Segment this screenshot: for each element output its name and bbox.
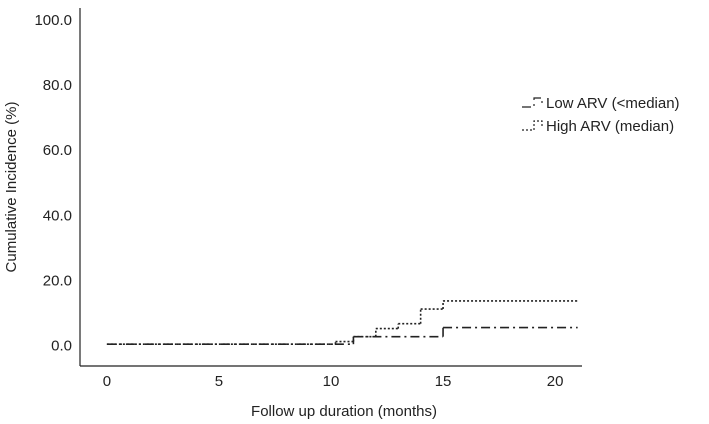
x-tick-label: 0 xyxy=(103,373,111,390)
legend-label: High ARV (median) xyxy=(546,118,674,135)
y-tick-label: 40.0 xyxy=(43,207,72,224)
x-tick-label: 15 xyxy=(435,373,452,390)
y-tick-label: 80.0 xyxy=(43,77,72,94)
legend-symbol xyxy=(522,97,543,108)
y-tick-label: 0.0 xyxy=(51,337,72,354)
y-tick-label: 60.0 xyxy=(43,142,72,159)
x-tick-label: 5 xyxy=(215,373,223,390)
legend-symbol xyxy=(522,120,543,131)
x-tick-label: 10 xyxy=(323,373,340,390)
x-tick-label: 20 xyxy=(547,373,564,390)
y-tick-label: 100.0 xyxy=(34,12,72,29)
y-axis-title: Cumulative Incidence (%) xyxy=(3,102,20,273)
legend-label: Low ARV (<median) xyxy=(546,95,680,112)
y-tick-label: 20.0 xyxy=(43,272,72,289)
x-axis-title: Follow up duration (months) xyxy=(251,403,437,420)
